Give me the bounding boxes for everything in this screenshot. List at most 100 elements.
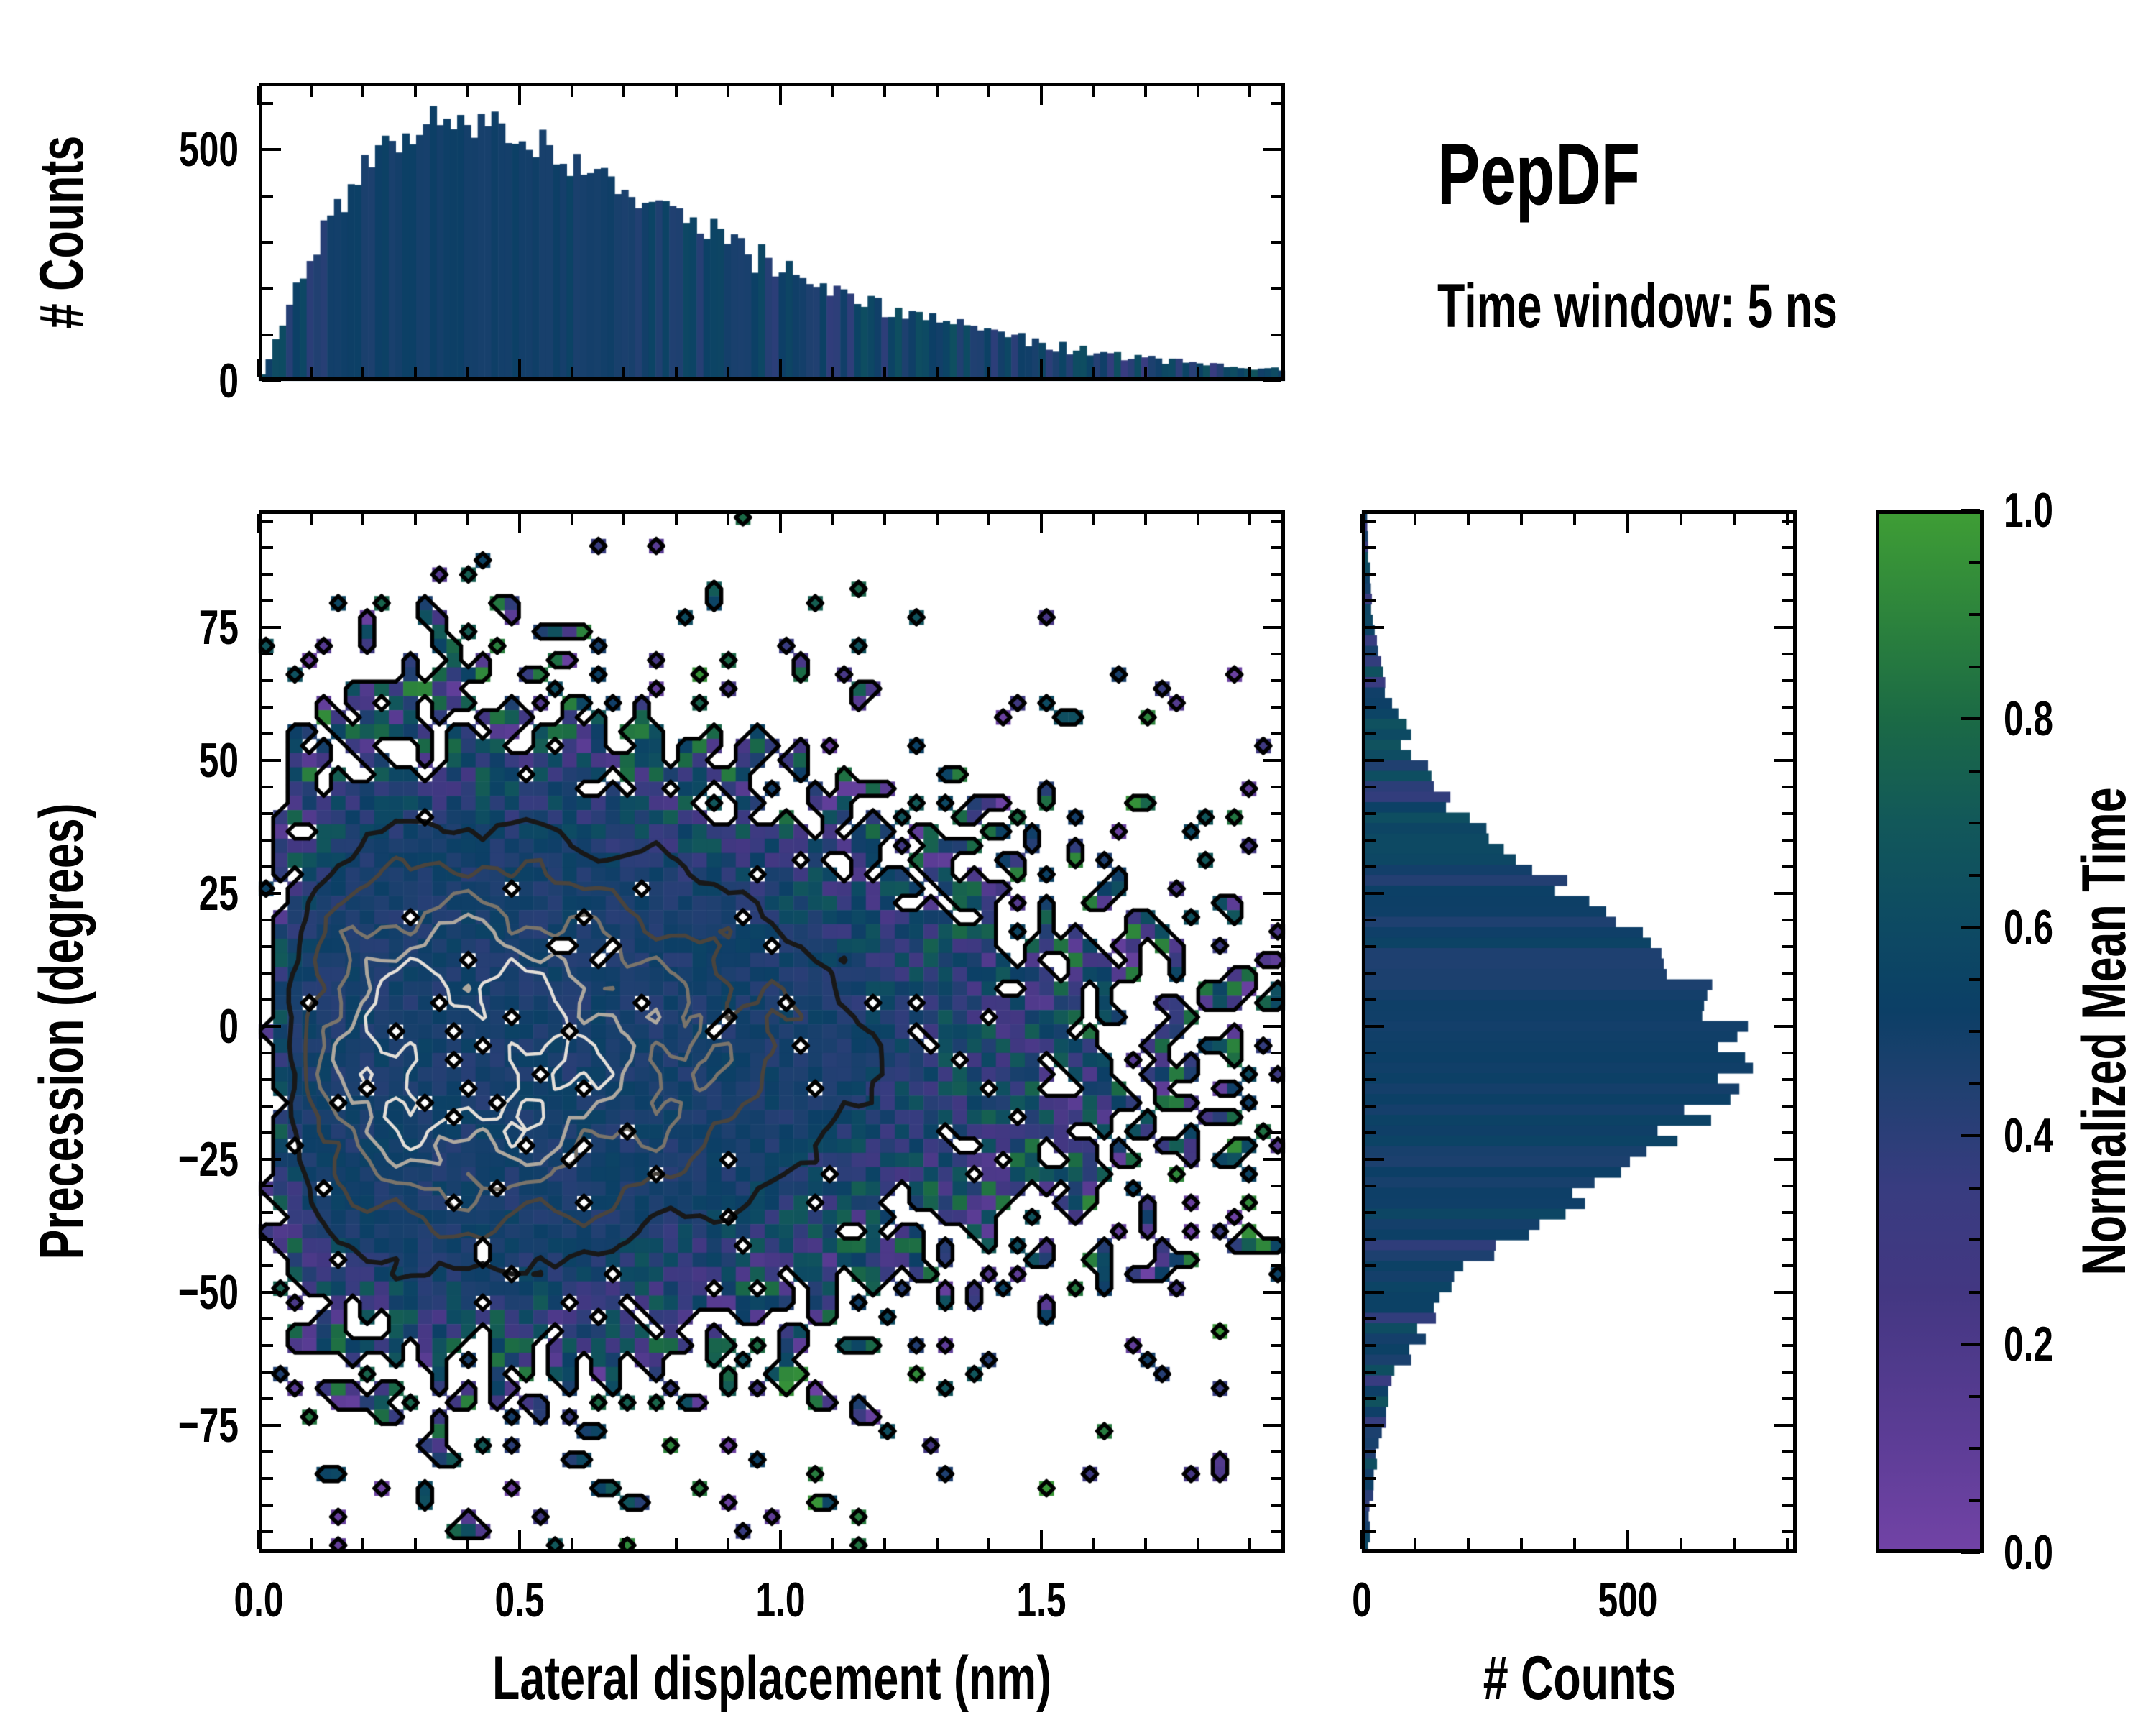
tick-mark <box>1248 1538 1252 1549</box>
tick-mark <box>1626 1530 1629 1549</box>
tick-mark <box>1782 1371 1793 1374</box>
tick-mark <box>1271 546 1281 549</box>
tick-mark <box>1271 652 1281 656</box>
tick-mark <box>262 1077 273 1081</box>
tick-mark <box>262 811 273 815</box>
tick-mark <box>262 1238 273 1241</box>
tick-mark <box>1271 811 1281 815</box>
tick-mark <box>1144 86 1148 97</box>
tick-mark <box>1782 1131 1793 1134</box>
tick-mark <box>262 944 273 948</box>
top-histogram-axes <box>259 83 1285 381</box>
tick-mark <box>1774 1291 1793 1294</box>
tick-mark <box>1961 717 1980 720</box>
tick-mark <box>1365 1504 1376 1507</box>
tick-mark <box>262 333 273 336</box>
tick-mark <box>1365 1397 1376 1401</box>
tick-mark <box>1365 1317 1376 1321</box>
tick-mark <box>1413 1538 1416 1549</box>
tick-mark <box>1365 998 1376 1001</box>
tick-mark <box>883 367 887 377</box>
tick-mark <box>262 546 273 549</box>
tick-mark <box>262 1450 273 1454</box>
tick-mark <box>262 891 281 895</box>
tick-mark <box>1271 1450 1281 1454</box>
tick-mark <box>1365 785 1376 788</box>
tick-mark <box>622 514 626 525</box>
tick-mark <box>1969 561 1980 564</box>
tick-mark <box>262 1317 273 1321</box>
tick-mark <box>1679 1538 1682 1549</box>
tick-mark <box>1092 514 1095 525</box>
tick-label: 0.2 <box>2004 1317 2054 1371</box>
tick-label: −50 <box>178 1265 239 1320</box>
tick-mark <box>674 514 678 525</box>
tick-mark <box>309 367 313 377</box>
tick-mark <box>1365 1131 1376 1134</box>
tick-mark <box>262 971 273 975</box>
tick-mark <box>935 367 939 377</box>
tick-mark <box>361 367 365 377</box>
tick-mark <box>262 572 273 576</box>
tick-mark <box>262 519 273 523</box>
tick-mark <box>1969 769 1980 773</box>
tick-mark <box>262 599 273 602</box>
tick-mark <box>517 359 521 377</box>
tick-mark <box>1365 1077 1376 1081</box>
tick-mark <box>466 514 469 525</box>
tick-mark <box>1248 514 1252 525</box>
figure-title: PepDF <box>1437 125 1641 223</box>
tick-label: 0.8 <box>2004 691 2054 746</box>
tick-mark <box>1263 148 1281 152</box>
tick-mark <box>262 1184 273 1188</box>
tick-mark <box>987 86 991 97</box>
tick-mark <box>1271 971 1281 975</box>
tick-mark <box>831 514 834 525</box>
tick-mark <box>1782 1530 1793 1534</box>
tick-mark <box>883 86 887 97</box>
tick-mark <box>1782 1264 1793 1268</box>
tick-mark <box>1365 1211 1376 1215</box>
tick-mark <box>674 367 678 377</box>
tick-mark <box>1365 519 1376 523</box>
tick-mark <box>1271 194 1281 198</box>
tick-mark <box>1782 1051 1793 1054</box>
tick-label: −75 <box>178 1398 239 1453</box>
tick-mark <box>831 367 834 377</box>
tick-mark <box>1271 1131 1281 1134</box>
tick-mark <box>1271 599 1281 602</box>
tick-label: 1.0 <box>2004 483 2054 538</box>
tick-mark <box>262 705 273 709</box>
tick-mark <box>309 514 313 525</box>
tick-mark <box>1271 1077 1281 1081</box>
tick-mark <box>1365 546 1376 549</box>
tick-mark <box>727 1538 730 1549</box>
tick-mark <box>466 86 469 97</box>
tick-mark <box>1969 1082 1980 1085</box>
tick-mark <box>1271 1371 1281 1374</box>
main-y-axis-title: Precession (degrees) <box>27 803 96 1260</box>
tick-mark <box>1365 599 1376 602</box>
tick-mark <box>1271 1238 1281 1241</box>
tick-mark <box>1785 1538 1789 1549</box>
tick-mark <box>1263 1024 1281 1028</box>
top-hist-y-axis-title: # Counts <box>27 135 96 328</box>
tick-mark <box>1263 891 1281 895</box>
right-histogram-axes <box>1362 510 1797 1552</box>
tick-mark <box>1271 944 1281 948</box>
tick-mark <box>1092 1538 1095 1549</box>
tick-mark <box>1969 1290 1980 1294</box>
tick-mark <box>727 86 730 97</box>
tick-mark <box>262 652 273 656</box>
tick-mark <box>1271 1104 1281 1108</box>
tick-mark <box>257 359 260 377</box>
tick-mark <box>1365 1158 1384 1161</box>
tick-mark <box>262 732 273 735</box>
tick-mark <box>262 101 273 105</box>
tick-mark <box>1782 944 1793 948</box>
tick-mark <box>831 1538 834 1549</box>
tick-mark <box>257 1530 260 1549</box>
tick-mark <box>1774 625 1793 629</box>
tick-mark <box>1782 1104 1793 1108</box>
figure-subtitle: Time window: 5 ns <box>1437 272 1838 341</box>
